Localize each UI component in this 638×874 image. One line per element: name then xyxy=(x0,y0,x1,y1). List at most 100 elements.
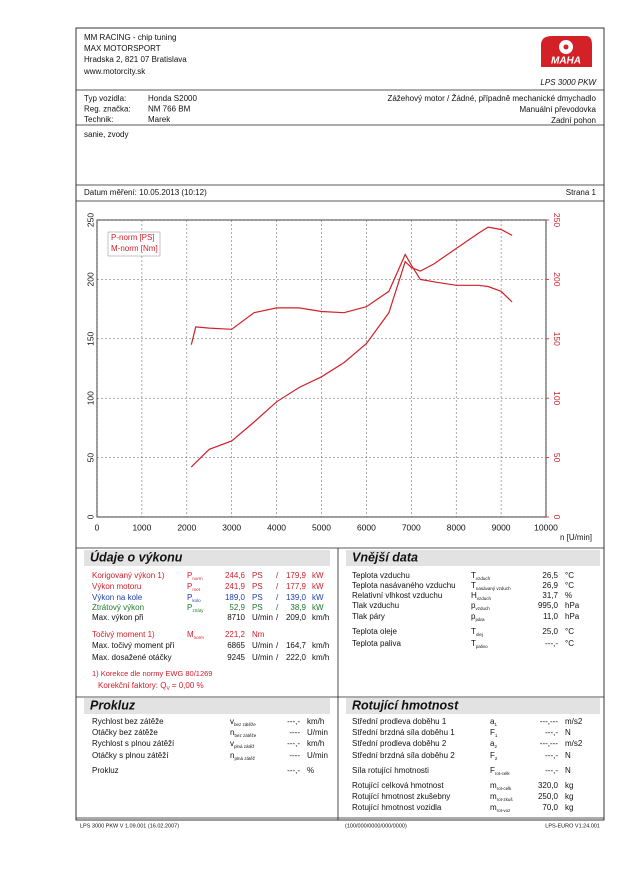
row-symbol: Pkolo xyxy=(187,593,201,603)
company-line: MM RACING - chip tuning xyxy=(84,33,176,42)
row-symbol: vbez zátěže xyxy=(230,717,256,727)
row-value: 995,0 xyxy=(538,601,559,610)
vehicle-label: Reg. značka: xyxy=(84,105,131,114)
row-label: Korigovaný výkon 1) xyxy=(92,571,165,580)
page-number: Strana 1 xyxy=(566,188,597,197)
row-value: 6865 xyxy=(227,641,245,650)
symbol-sub: vzduch xyxy=(476,576,491,581)
y2-tick-label: 50 xyxy=(552,453,562,463)
symbol-sub: mot xyxy=(192,587,200,592)
sheet-frame xyxy=(75,27,605,821)
symbol-sub: vzduch xyxy=(475,606,490,611)
footer: LPS-EURO V1.24.001 xyxy=(545,823,600,829)
x-tick-label: 2000 xyxy=(177,522,196,532)
row-value: 177,9 xyxy=(286,582,307,591)
row-unit: N xyxy=(565,766,571,775)
symbol-sub: ztráty xyxy=(192,608,204,613)
row-value: 179,9 xyxy=(286,571,307,580)
engine-line: Zážehový motor / Žádné, případně mechani… xyxy=(387,94,596,103)
row-symbol: nplná zátěž xyxy=(230,751,256,761)
row-label: Střední brzdná síla doběhu 1 xyxy=(352,728,455,737)
row-separator: / xyxy=(276,641,279,650)
row-unit: km/h xyxy=(307,717,324,726)
row-symbol: Pmot xyxy=(187,582,201,592)
y-tick-label: 250 xyxy=(85,213,95,227)
row-value: 221,2 xyxy=(225,630,246,639)
symbol-main: P xyxy=(187,571,192,580)
row-value: 139,0 xyxy=(286,593,307,602)
symbol-main: M xyxy=(187,630,194,639)
row-unit: % xyxy=(565,591,572,600)
y2-tick-label: 250 xyxy=(552,213,562,227)
legend-box xyxy=(107,231,161,257)
company-line: www.motorcity.sk xyxy=(83,67,146,76)
legend-entry: M-norm [Nm] xyxy=(111,244,158,253)
symbol-main: P xyxy=(187,582,192,591)
symbol-main: F xyxy=(490,751,495,760)
x-tick-label: 9000 xyxy=(492,522,511,532)
symbol-sub: rot-celk xyxy=(495,771,511,776)
row-unit: kW xyxy=(312,593,324,602)
row-label: Točivý moment 1) xyxy=(92,630,155,639)
correction: Korekční faktory: QV = 0,00 % xyxy=(98,681,204,692)
row-symbol: F2 xyxy=(490,751,498,761)
row-value: 189,0 xyxy=(225,593,246,602)
row-symbol: Pztráty xyxy=(187,603,204,613)
row-unit: N xyxy=(565,751,571,760)
row-symbol: Tolej xyxy=(471,627,483,637)
row-value: 222,0 xyxy=(286,653,307,662)
row-symbol: mrot-celk xyxy=(490,781,512,791)
row-unit: km/h xyxy=(312,641,329,650)
row-separator: / xyxy=(276,593,279,602)
row-value: 244,6 xyxy=(225,571,246,580)
row-label: Síla rotující hmotnosti xyxy=(352,766,429,775)
symbol-sub: rot-celk xyxy=(497,786,513,791)
row-label: Tlak páry xyxy=(352,612,385,621)
x-tick-label: 8000 xyxy=(447,522,466,532)
row-unit: km/h xyxy=(307,739,324,748)
row-value: 164,7 xyxy=(286,641,307,650)
row-value: 25,0 xyxy=(542,627,558,636)
row-unit: kg xyxy=(565,781,573,790)
x-tick-label: 6000 xyxy=(357,522,376,532)
vehicle-value: NM 766 BM xyxy=(148,105,191,114)
row-label: Rotující hmotnost vozidla xyxy=(352,803,442,812)
row-separator: / xyxy=(276,603,279,612)
model: LPS 3000 PKW xyxy=(540,78,597,87)
footnote: 1) Korekce dle normy EWG 80/1269 xyxy=(92,669,212,678)
row-value: 241,9 xyxy=(225,582,246,591)
logo-text: MAHA xyxy=(551,56,581,67)
symbol-sub: 2 xyxy=(495,756,498,761)
section-title: Rotující hmotnost xyxy=(352,698,459,712)
row-value: 8710 xyxy=(227,613,245,622)
row-unit: U/min xyxy=(307,751,328,760)
symbol-sub: norm xyxy=(192,576,203,581)
row-value: ---,- xyxy=(287,717,300,726)
symbol-main: H xyxy=(471,591,477,600)
y-tick-label: 200 xyxy=(85,272,95,286)
row-label: Rychlost s plnou zátěží xyxy=(92,739,175,748)
row-label: Střední prodleva doběhu 2 xyxy=(352,739,447,748)
section-title: Údaje o výkonu xyxy=(90,549,183,564)
row-symbol: Tnasávaný vzduch xyxy=(471,581,511,591)
row-unit: °C xyxy=(565,627,574,636)
y-tick-label: 150 xyxy=(85,331,95,345)
section-title: Prokluz xyxy=(90,698,136,712)
x-tick-label: 0 xyxy=(95,522,100,532)
row-unit: PS xyxy=(252,593,263,602)
row-unit: Nm xyxy=(252,630,265,639)
row-symbol: pvzduch xyxy=(471,601,490,611)
row-unit: PS xyxy=(252,603,263,612)
section-header-bg xyxy=(84,550,330,566)
x-tick-label: 1000 xyxy=(132,522,151,532)
symbol-sub: vzduch xyxy=(477,596,492,601)
row-separator: / xyxy=(276,571,279,580)
row-label: Teplota vzduchu xyxy=(352,571,410,580)
row-value: 11,0 xyxy=(543,612,559,621)
row-symbol: Tpalivo xyxy=(471,639,488,649)
y2-tick-label: 150 xyxy=(552,332,562,346)
symbol-main: T xyxy=(471,627,476,636)
symbol-main: T xyxy=(471,639,476,648)
row-label: Střední prodleva doběhu 1 xyxy=(352,717,447,726)
row-unit: °C xyxy=(565,581,574,590)
